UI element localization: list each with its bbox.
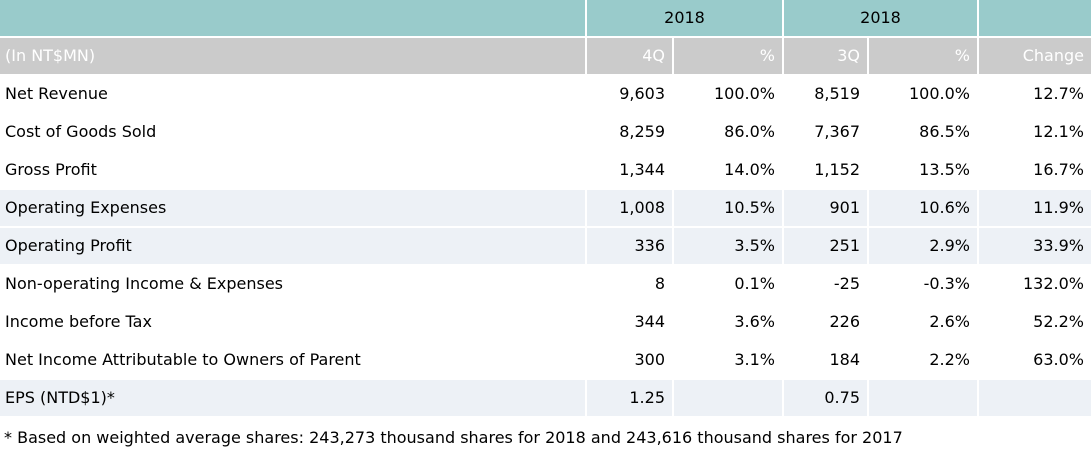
cell-4q-pct: 0.1% <box>672 266 782 304</box>
cell-change: 132.0% <box>977 266 1091 304</box>
cell-3q: 8,519 <box>782 76 867 114</box>
cell-3q-pct: 2.9% <box>867 228 977 266</box>
cell-4q: 8 <box>585 266 672 304</box>
cell-3q-pct: 2.2% <box>867 342 977 380</box>
cell-4q: 8,259 <box>585 114 672 152</box>
year-group-header-2: 2018 <box>782 0 977 38</box>
row-label: Gross Profit <box>0 152 585 190</box>
cell-3q: 1,152 <box>782 152 867 190</box>
row-label: Net Income Attributable to Owners of Par… <box>0 342 585 380</box>
row-label: Non-operating Income & Expenses <box>0 266 585 304</box>
change-group-blank-cell <box>977 0 1091 38</box>
cell-4q-pct: 14.0% <box>672 152 782 190</box>
cell-change: 12.7% <box>977 76 1091 114</box>
cell-4q-pct <box>672 380 782 418</box>
footnote: * Based on weighted average shares: 243,… <box>4 428 903 447</box>
row-label: Net Revenue <box>0 76 585 114</box>
cell-change: 33.9% <box>977 228 1091 266</box>
row-label: EPS (NTD$1)* <box>0 380 585 418</box>
cell-4q: 344 <box>585 304 672 342</box>
row-label: Operating Profit <box>0 228 585 266</box>
cell-change: 12.1% <box>977 114 1091 152</box>
cell-3q-pct: 2.6% <box>867 304 977 342</box>
cell-3q: 901 <box>782 190 867 228</box>
cell-3q: 226 <box>782 304 867 342</box>
cell-3q-pct <box>867 380 977 418</box>
cell-3q-pct: 86.5% <box>867 114 977 152</box>
cell-3q-pct: -0.3% <box>867 266 977 304</box>
cell-4q: 336 <box>585 228 672 266</box>
column-header-3q: 3Q <box>782 38 867 76</box>
cell-3q: -25 <box>782 266 867 304</box>
cell-change: 16.7% <box>977 152 1091 190</box>
cell-3q: 184 <box>782 342 867 380</box>
cell-4q: 9,603 <box>585 76 672 114</box>
unit-label: (In NT$MN) <box>0 38 585 76</box>
cell-3q: 251 <box>782 228 867 266</box>
row-label: Cost of Goods Sold <box>0 114 585 152</box>
year-group-header-1: 2018 <box>585 0 782 38</box>
cell-3q: 0.75 <box>782 380 867 418</box>
column-header-change: Change <box>977 38 1091 76</box>
cell-3q-pct: 10.6% <box>867 190 977 228</box>
cell-3q-pct: 13.5% <box>867 152 977 190</box>
cell-4q-pct: 10.5% <box>672 190 782 228</box>
cell-4q-pct: 3.1% <box>672 342 782 380</box>
cell-3q: 7,367 <box>782 114 867 152</box>
cell-change <box>977 380 1091 418</box>
financial-table: 2018 2018 (In NT$MN) 4Q % 3Q % Change Ne… <box>0 0 1091 418</box>
row-label: Income before Tax <box>0 304 585 342</box>
cell-4q-pct: 3.6% <box>672 304 782 342</box>
cell-change: 11.9% <box>977 190 1091 228</box>
cell-change: 52.2% <box>977 304 1091 342</box>
cell-4q-pct: 86.0% <box>672 114 782 152</box>
cell-4q-pct: 3.5% <box>672 228 782 266</box>
cell-4q: 300 <box>585 342 672 380</box>
cell-4q: 1,008 <box>585 190 672 228</box>
cell-3q-pct: 100.0% <box>867 76 977 114</box>
column-header-3q-pct: % <box>867 38 977 76</box>
column-header-4q-pct: % <box>672 38 782 76</box>
corner-blank-cell <box>0 0 585 38</box>
cell-4q: 1.25 <box>585 380 672 418</box>
cell-change: 63.0% <box>977 342 1091 380</box>
row-label: Operating Expenses <box>0 190 585 228</box>
column-header-4q: 4Q <box>585 38 672 76</box>
cell-4q-pct: 100.0% <box>672 76 782 114</box>
cell-4q: 1,344 <box>585 152 672 190</box>
